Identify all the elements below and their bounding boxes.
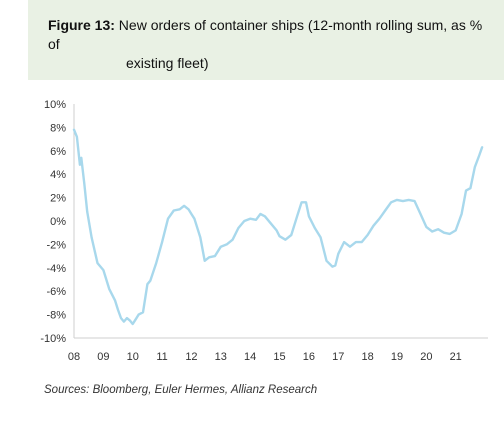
x-tick-label: 11 <box>156 351 167 363</box>
y-tick-label: -6% <box>46 286 66 298</box>
y-tick-label: 0% <box>50 216 66 228</box>
y-tick-label: 8% <box>50 122 66 134</box>
x-tick-label: 12 <box>185 351 197 363</box>
x-tick-label: 13 <box>215 351 227 363</box>
y-tick-label: -10% <box>40 333 66 345</box>
y-tick-label: 2% <box>50 193 66 205</box>
y-tick-label: 10% <box>44 99 66 111</box>
y-tick-label: 6% <box>50 146 66 158</box>
x-tick-label: 19 <box>391 351 403 363</box>
series-line <box>72 128 484 326</box>
x-tick-label: 08 <box>68 351 80 363</box>
figure-title: Figure 13: New orders of container ships… <box>48 16 488 73</box>
x-axis: 08 09 10 11 12 13 14 15 16 17 18 19 20 21 <box>68 337 488 363</box>
figure-title-line2: existing fleet) <box>126 55 209 71</box>
figure-header: Figure 13: New orders of container ships… <box>28 0 504 80</box>
y-tick-label: 4% <box>50 169 66 181</box>
x-tick-label: 21 <box>450 351 462 363</box>
x-tick-label: 14 <box>244 351 256 363</box>
x-tick-label: 16 <box>303 351 315 363</box>
y-axis: 10% 8% 6% 4% 2% 0% -2% -4% -6% -8% -10% <box>40 99 75 345</box>
x-tick-label: 15 <box>273 351 285 363</box>
y-tick-label: -2% <box>46 239 66 251</box>
plot-area <box>72 128 484 326</box>
x-tick-label: 20 <box>420 351 432 363</box>
line-chart: 10% 8% 6% 4% 2% 0% -2% -4% -6% -8% -10% 08 09 10 11 12… <box>40 99 488 363</box>
figure-title-line1: New orders of container ships (12-month … <box>48 17 483 52</box>
source-note: Sources: Bloomberg, Euler Hermes, Allian… <box>44 384 318 396</box>
y-tick-label: -8% <box>46 310 66 322</box>
x-tick-label: 09 <box>97 351 109 363</box>
x-tick-label: 17 <box>332 351 344 363</box>
x-tick-label: 10 <box>127 351 139 363</box>
x-tick-label: 18 <box>361 351 373 363</box>
y-tick-label: -4% <box>46 263 66 275</box>
figure-label: Figure 13: <box>48 17 115 33</box>
